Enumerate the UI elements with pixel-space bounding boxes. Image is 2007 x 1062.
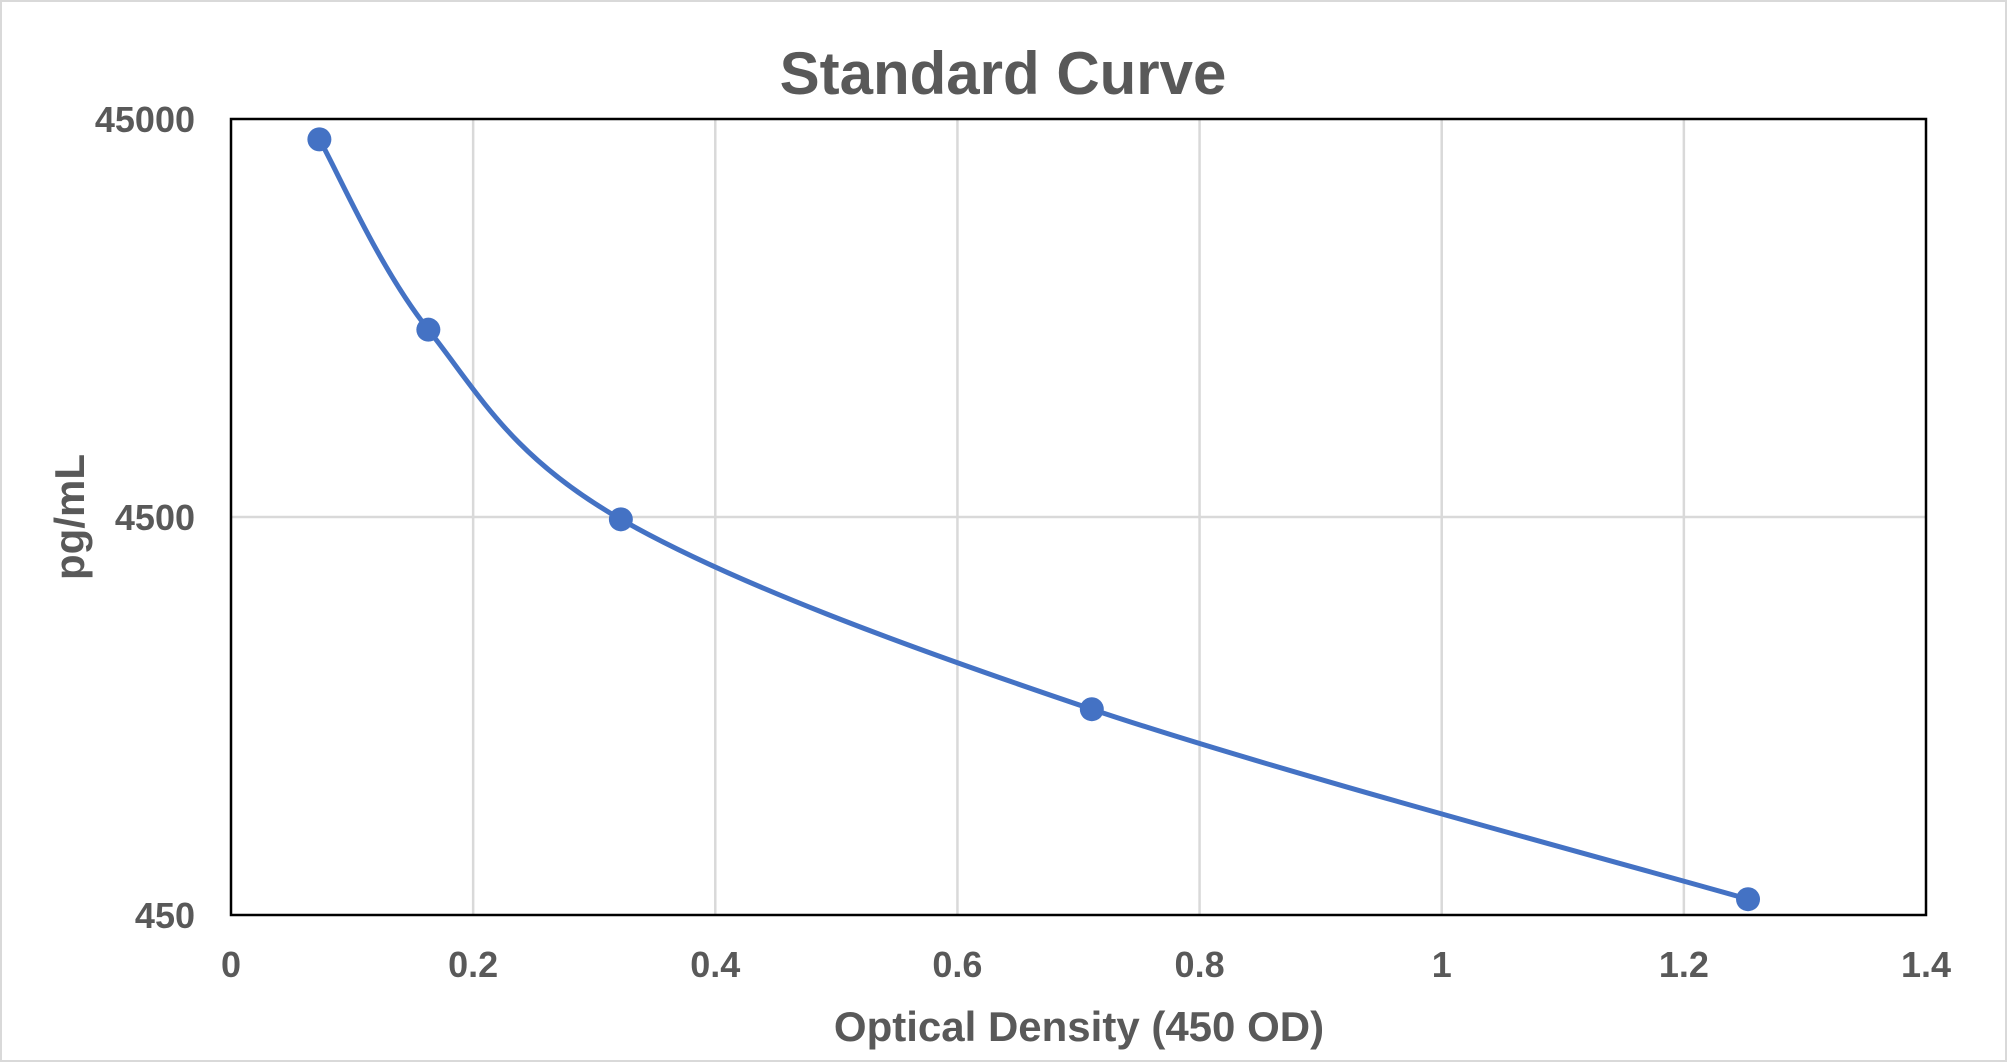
series-line (317, 138, 1749, 902)
x-tick-label: 0.6 (932, 944, 982, 985)
x-tick-label: 0.2 (448, 944, 498, 985)
x-tick-label: 1.4 (1901, 944, 1951, 985)
chart-title: Standard Curve (780, 40, 1227, 107)
data-point (307, 127, 332, 152)
x-tick-label: 0 (221, 944, 241, 985)
y-tick-label: 450 (135, 895, 195, 936)
x-tick-label: 0.8 (1175, 944, 1225, 985)
y-tick-label: 4500 (115, 497, 195, 538)
data-point (1736, 887, 1761, 912)
data-points (307, 127, 1761, 912)
tick-labels: 0 0.2 0.4 0.6 0.8 1 1.2 1.4 450 4500 45000 (95, 99, 1951, 985)
x-axis-label: Optical Density (450 OD) (834, 1003, 1324, 1050)
data-point (1079, 697, 1104, 722)
data-point (608, 507, 633, 532)
x-tick-label: 1.2 (1659, 944, 1709, 985)
x-tick-label: 0.4 (690, 944, 740, 985)
y-axis-label: pg/mL (46, 454, 93, 580)
x-tick-label: 1 (1432, 944, 1452, 985)
y-tick-label: 45000 (95, 99, 195, 140)
grid-lines (231, 119, 1926, 915)
plot-area-border (229, 117, 1928, 917)
data-point (416, 317, 441, 342)
